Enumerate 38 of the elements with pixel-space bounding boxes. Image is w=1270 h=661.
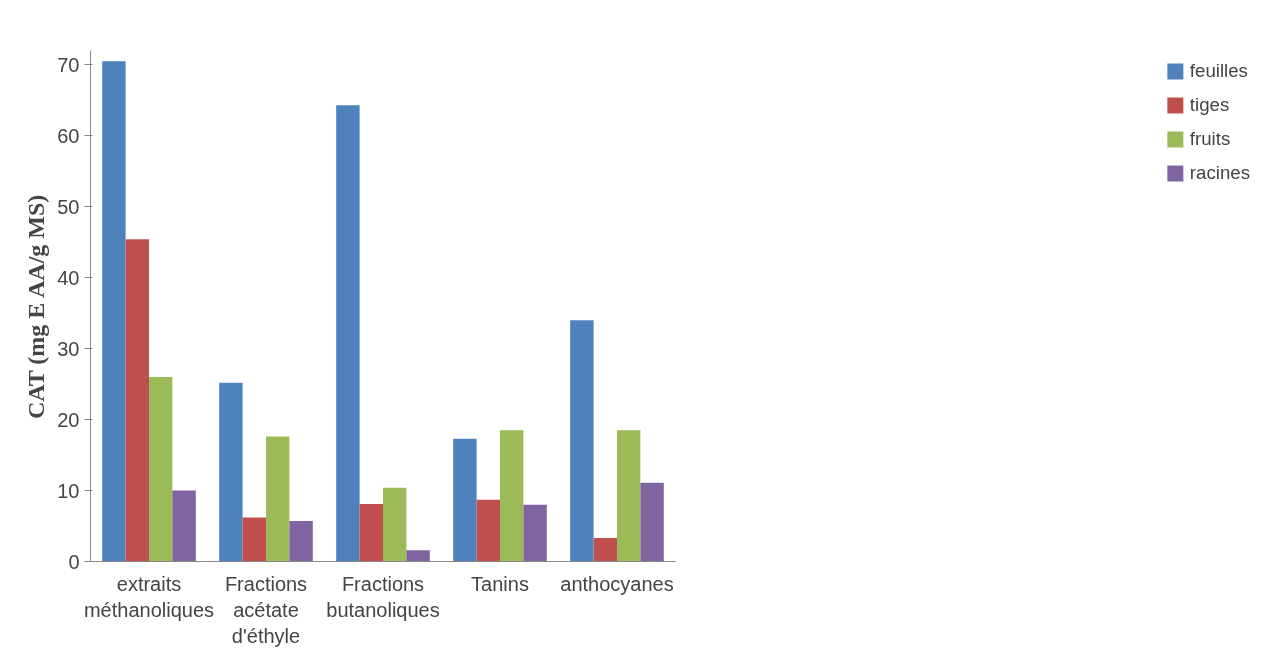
legend-label: fruits xyxy=(1189,128,1231,150)
legend-label: feuilles xyxy=(1189,60,1248,82)
bar xyxy=(500,430,524,562)
bar xyxy=(219,382,243,562)
bar xyxy=(383,487,407,562)
x-tick-label: anthocyanes xyxy=(560,572,674,595)
y-tick-label: 20 xyxy=(57,408,80,431)
bar xyxy=(617,430,641,562)
bar xyxy=(336,105,360,562)
y-tick-label: 70 xyxy=(57,53,80,76)
y-tick-label: 50 xyxy=(57,195,80,218)
x-tick-label: Fractions butanoliques xyxy=(326,572,440,621)
bar xyxy=(593,538,617,562)
bar xyxy=(453,438,477,562)
bar xyxy=(570,320,594,562)
x-tick-label: extraits méthanoliques xyxy=(83,572,215,621)
bar xyxy=(289,521,313,562)
y-axis-title: CAT (mg E AA/g MS) xyxy=(23,194,50,420)
y-tick-label: 10 xyxy=(57,479,80,502)
bar xyxy=(149,376,173,562)
bar xyxy=(359,504,383,562)
y-tick-label: 60 xyxy=(57,124,80,147)
bar xyxy=(172,490,196,562)
bar xyxy=(406,550,430,562)
bar xyxy=(476,499,500,562)
legend-label: tiges xyxy=(1189,94,1230,116)
bar xyxy=(640,482,664,562)
bar xyxy=(266,436,290,562)
x-tick-label: Fractions acétate d'éthyle xyxy=(224,572,308,648)
bar xyxy=(102,61,126,562)
x-tick-label: Tanins xyxy=(471,572,529,595)
y-tick-label: 30 xyxy=(57,337,80,360)
bar xyxy=(125,239,149,562)
y-tick-label: 40 xyxy=(57,266,80,289)
y-tick-label: 0 xyxy=(68,550,80,573)
legend-label: racines xyxy=(1189,162,1250,184)
bar xyxy=(242,517,266,562)
bar xyxy=(523,504,547,562)
